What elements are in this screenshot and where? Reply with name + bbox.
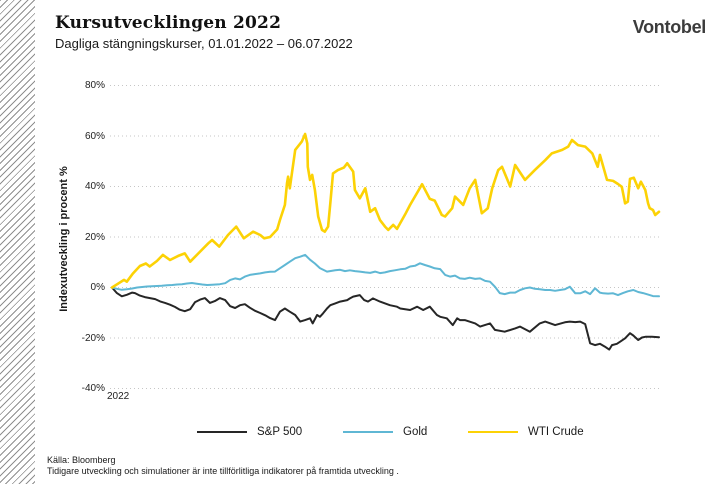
vontobel-logo: Vontobel: [632, 17, 707, 37]
y-tick-label: 60%: [84, 130, 105, 142]
gold-line-swatch: [343, 431, 393, 433]
sp500-line-swatch: [197, 431, 247, 433]
legend-item-sp500: S&P 500: [197, 424, 302, 440]
page-subtitle: Dagliga stängningskurser, 01.01.2022 – 0…: [55, 36, 353, 51]
legend-label-sp500: S&P 500: [257, 426, 303, 438]
series-line-s-p-500: [111, 286, 660, 351]
y-tick-label: 20%: [84, 231, 105, 243]
y-tick-label: 80%: [84, 80, 105, 91]
x-axis-year-label: 2022: [107, 391, 130, 402]
footer-source: Källa: Bloomberg: [47, 455, 116, 465]
hatch-pattern: [0, 0, 35, 484]
legend-item-gold: Gold: [343, 424, 427, 440]
series-line-wti-crude: [110, 132, 661, 289]
wti-line-swatch: [468, 430, 518, 434]
legend-label-wti: WTI Crude: [528, 426, 584, 438]
legend-item-wti: WTI Crude: [468, 424, 584, 440]
y-tick-label: 40%: [84, 181, 105, 192]
legend-label-gold: Gold: [403, 426, 428, 438]
y-tick-label: 0%: [90, 282, 105, 293]
legend: S&P 500 Gold WTI Crude: [0, 424, 715, 440]
y-tick-label: -20%: [81, 332, 105, 344]
y-tick-label: -40%: [81, 383, 105, 394]
footer-disclaimer: Tidigare utveckling och simulationer är …: [47, 466, 399, 476]
page-title: Kursutvecklingen 2022: [55, 13, 282, 33]
series-line-gold: [111, 253, 660, 298]
